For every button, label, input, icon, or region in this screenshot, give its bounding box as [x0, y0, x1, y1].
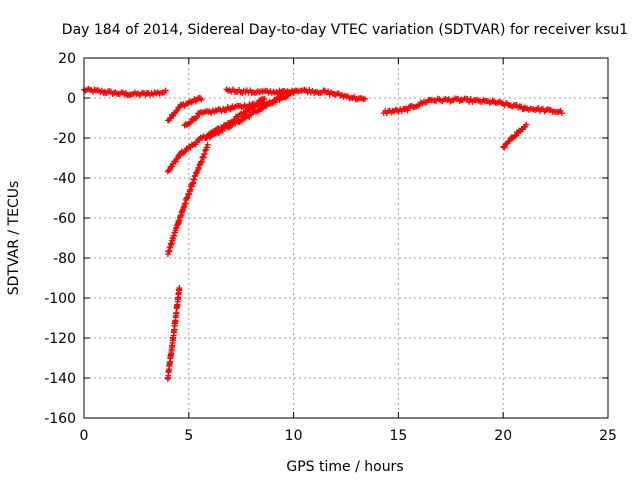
x-tick-label: 10 — [285, 428, 303, 444]
x-tick-label: 5 — [184, 428, 193, 444]
x-ticks: 0 5 10 15 20 25 — [80, 58, 617, 444]
data-point — [558, 110, 565, 117]
data-point — [193, 114, 200, 121]
chart-title: Day 184 of 2014, Sidereal Day-to-day VTE… — [62, 22, 628, 38]
y-tick-label: -140 — [44, 371, 76, 387]
data-point — [523, 121, 530, 128]
data-point — [169, 163, 176, 170]
y-tick-label: -80 — [53, 251, 76, 267]
data-points — [81, 85, 565, 382]
data-point — [511, 133, 518, 140]
y-tick-label: -100 — [44, 291, 76, 307]
data-point — [166, 115, 173, 122]
data-point — [204, 141, 211, 148]
data-point — [261, 95, 268, 102]
plot-border — [83, 57, 609, 419]
x-tick-label: 0 — [80, 428, 89, 444]
y-tick-label: 20 — [58, 51, 76, 67]
data-point — [162, 87, 169, 94]
data-point — [192, 115, 199, 122]
data-point — [176, 284, 183, 291]
data-point — [187, 119, 194, 126]
x-tick-label: 20 — [494, 428, 512, 444]
data-point — [198, 96, 205, 103]
x-tick-label: 15 — [389, 428, 407, 444]
data-point — [404, 107, 411, 114]
y-tick-label: -20 — [53, 131, 76, 147]
data-point — [196, 95, 203, 102]
y-axis-label: SDTVAR / TECUs — [6, 181, 22, 296]
y-tick-label: 0 — [67, 91, 76, 107]
data-point — [227, 106, 234, 113]
data-point — [361, 95, 368, 102]
x-tick-label: 25 — [599, 428, 617, 444]
y-tick-label: -60 — [53, 211, 76, 227]
data-point — [174, 107, 181, 114]
data-point — [501, 144, 508, 151]
y-ticks: 20 0 -20 -40 -60 -80 -100 -120 -140 -160 — [44, 51, 608, 427]
y-tick-label: -160 — [44, 411, 76, 427]
data-point — [188, 99, 195, 106]
y-tick-label: -120 — [44, 331, 76, 347]
y-tick-label: -40 — [53, 171, 76, 187]
x-axis-label: GPS time / hours — [286, 459, 403, 475]
